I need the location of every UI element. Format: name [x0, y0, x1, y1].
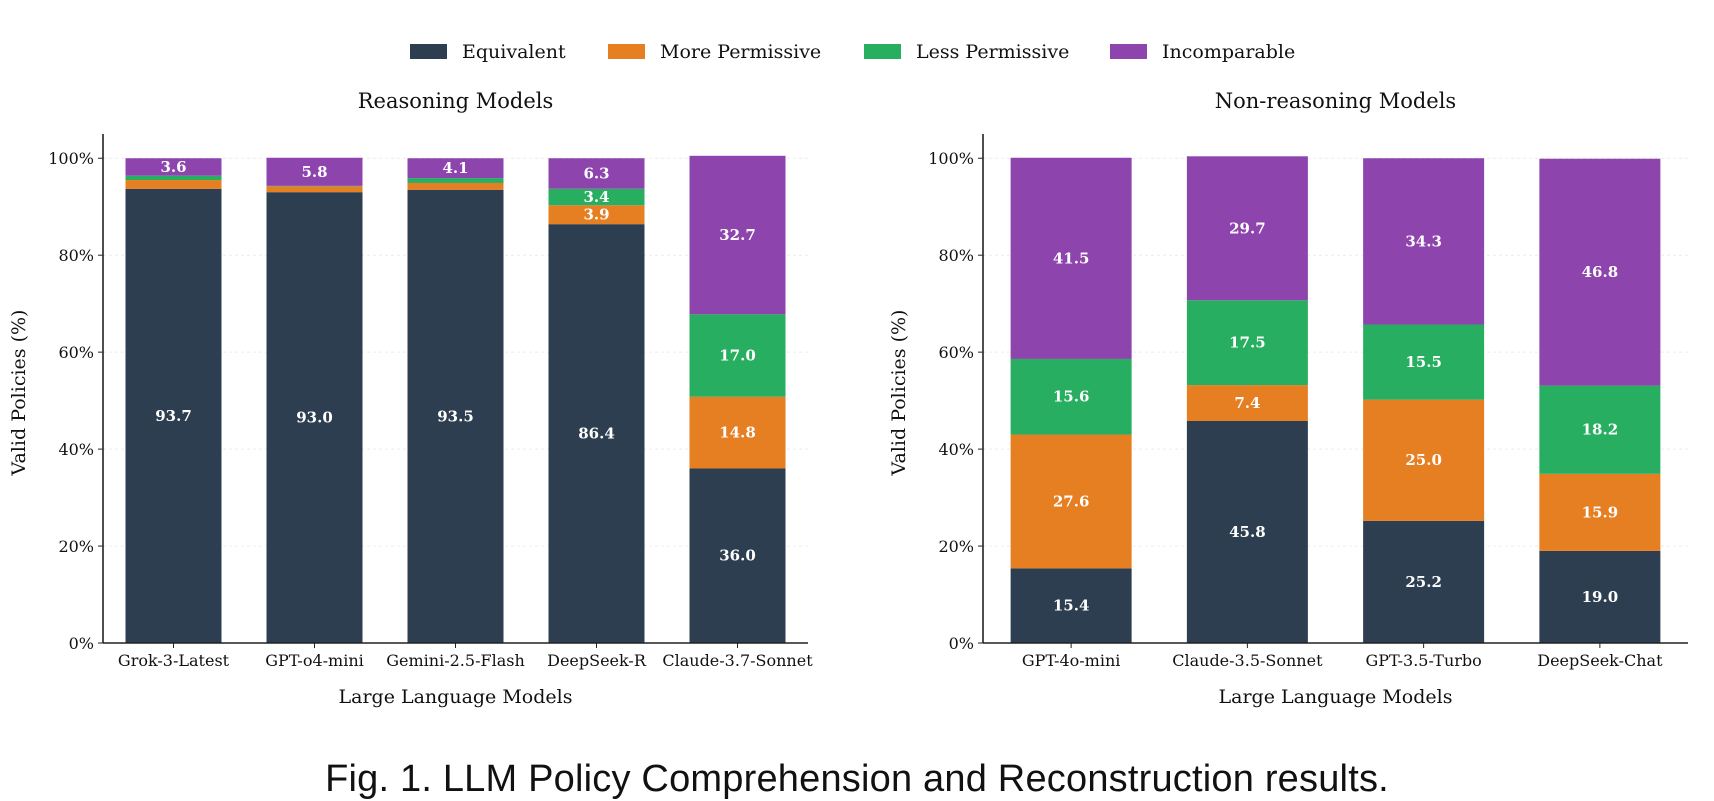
legend-label-less-permissive: Less Permissive — [916, 41, 1069, 63]
bar-more-permissive-gemini-2.5-flash — [408, 183, 504, 190]
data-label: 29.7 — [1229, 219, 1266, 237]
y-tick-label: 0% — [69, 634, 94, 653]
x-tick-label: GPT-4o-mini — [1022, 651, 1121, 670]
y-tick-label: 100% — [928, 149, 974, 168]
chart-title: Non-reasoning Models — [1215, 89, 1456, 113]
y-tick-label: 60% — [58, 343, 94, 362]
reasoning-models-chart: 93.7 3.6 Grok-3-Latest 93.0 5.8 GPT-o4-mini 93… — [8, 89, 813, 708]
y-tick-label: 40% — [938, 440, 974, 459]
legend-swatch-incomparable — [1110, 44, 1147, 59]
bar-less-permissive-gemini-2.5-flash — [408, 178, 504, 183]
y-tick-label: 0% — [949, 634, 974, 653]
bar-more-permissive-gpt-o4-mini — [267, 186, 363, 192]
data-label: 15.5 — [1405, 353, 1442, 371]
legend-label-more-permissive: More Permissive — [660, 41, 821, 63]
x-tick-label: Gemini-2.5-Flash — [386, 651, 525, 670]
data-label: 34.3 — [1405, 232, 1442, 250]
legend-swatch-equivalent — [410, 44, 447, 59]
data-label: 17.0 — [719, 347, 756, 365]
data-label: 14.8 — [719, 424, 756, 442]
data-label: 17.5 — [1229, 334, 1266, 352]
bar-more-permissive-grok-3-latest — [126, 180, 222, 189]
data-label: 41.5 — [1053, 249, 1090, 267]
non-reasoning-models-chart: 15.4 27.6 15.6 41.5 GPT-4o-mini 45.8 7.4 17.5 29… — [888, 89, 1688, 708]
x-tick-label: DeepSeek-R — [547, 651, 647, 670]
data-label: 93.7 — [155, 407, 192, 425]
x-tick-label: GPT-o4-mini — [265, 651, 364, 670]
data-label: 46.8 — [1582, 263, 1619, 281]
y-tick-label: 20% — [938, 537, 974, 556]
data-label: 3.6 — [160, 158, 186, 176]
data-label: 25.0 — [1405, 451, 1442, 469]
x-tick-label: Claude-3.5-Sonnet — [1172, 651, 1323, 670]
y-tick-label: 20% — [58, 537, 94, 556]
data-label: 32.7 — [719, 226, 756, 244]
x-tick-label: Claude-3.7-Sonnet — [662, 651, 813, 670]
data-label: 3.4 — [583, 188, 609, 206]
data-label: 45.8 — [1229, 523, 1266, 541]
bar-less-permissive-grok-3-latest — [126, 176, 222, 180]
data-label: 4.1 — [442, 159, 468, 177]
legend-label-equivalent: Equivalent — [462, 41, 566, 63]
data-label: 5.8 — [301, 163, 327, 181]
data-label: 19.0 — [1582, 588, 1619, 606]
x-tick-label: Grok-3-Latest — [118, 651, 230, 670]
data-label: 15.9 — [1582, 503, 1619, 521]
x-tick-label: DeepSeek-Chat — [1537, 651, 1663, 670]
y-tick-label: 80% — [938, 246, 974, 265]
data-label: 15.4 — [1053, 597, 1090, 615]
legend: Equivalent More Permissive Less Permissive… — [410, 41, 1295, 63]
data-label: 86.4 — [578, 425, 615, 443]
figure-caption: Fig. 1. LLM Policy Comprehension and Rec… — [0, 758, 1714, 801]
y-axis-label: Valid Policies (%) — [888, 310, 910, 477]
x-axis-label: Large Language Models — [339, 686, 573, 708]
data-label: 36.0 — [719, 547, 756, 565]
y-tick-label: 40% — [58, 440, 94, 459]
legend-swatch-less-permissive — [864, 44, 901, 59]
data-label: 18.2 — [1582, 421, 1619, 439]
data-label: 7.4 — [1234, 394, 1260, 412]
x-tick-label: GPT-3.5-Turbo — [1365, 651, 1481, 670]
y-tick-label: 100% — [48, 149, 94, 168]
data-label: 3.9 — [583, 206, 609, 224]
chart-title: Reasoning Models — [358, 89, 554, 113]
legend-swatch-more-permissive — [608, 44, 645, 59]
y-axis-label: Valid Policies (%) — [8, 310, 30, 477]
y-tick-label: 60% — [938, 343, 974, 362]
legend-label-incomparable: Incomparable — [1162, 41, 1295, 63]
data-label: 25.2 — [1405, 573, 1442, 591]
data-label: 93.5 — [437, 407, 474, 425]
data-label: 15.6 — [1053, 388, 1090, 406]
data-label: 93.0 — [296, 409, 333, 427]
data-label: 6.3 — [583, 165, 609, 183]
x-axis-label: Large Language Models — [1219, 686, 1453, 708]
y-tick-label: 80% — [58, 246, 94, 265]
data-label: 27.6 — [1053, 492, 1090, 510]
